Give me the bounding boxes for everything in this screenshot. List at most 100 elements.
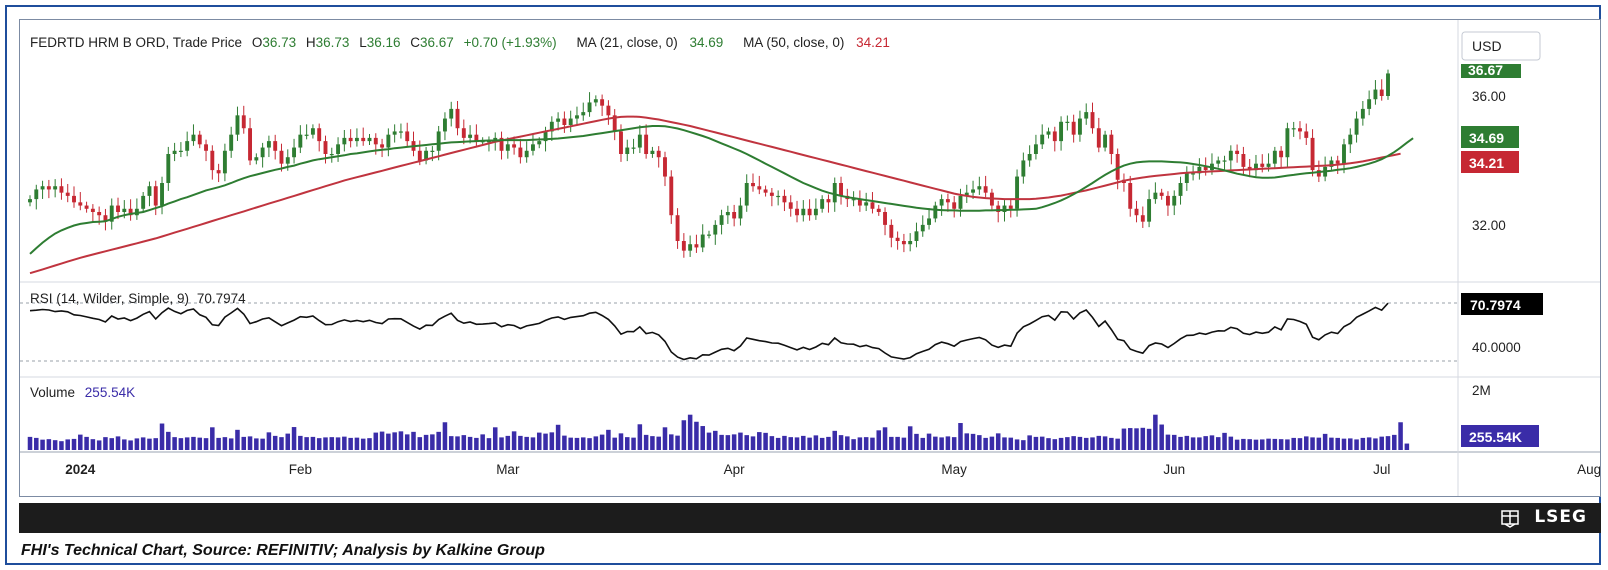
volume-bar: [549, 432, 555, 450]
volume-bar: [725, 435, 731, 450]
candle-body: [1304, 131, 1309, 138]
candle-body: [669, 176, 674, 216]
time-tick-label: Feb: [289, 462, 312, 477]
candle-body: [197, 134, 202, 145]
candle-body: [449, 108, 454, 119]
volume-bar: [486, 438, 492, 450]
volume-bar: [643, 434, 649, 450]
volume-bar: [285, 433, 291, 450]
volume-bar: [1046, 438, 1051, 450]
volume-bar: [618, 433, 624, 450]
volume-bar: [1090, 437, 1095, 450]
volume-bar: [1058, 437, 1064, 450]
candle-body: [1342, 144, 1346, 164]
candle-body: [531, 144, 535, 151]
candle-body: [688, 244, 693, 251]
candle-body: [1008, 205, 1013, 209]
volume-bar: [1259, 439, 1265, 450]
volume-bar: [474, 437, 479, 450]
ma21-legend-value: 34.69: [690, 35, 724, 50]
lseg-crest-icon: [1501, 510, 1519, 528]
currency-selector[interactable]: USD: [1461, 31, 1541, 61]
volume-bar: [404, 434, 410, 450]
volume-bar: [354, 437, 360, 450]
candle-body: [254, 157, 259, 161]
volume-bar: [1360, 437, 1366, 450]
volume-bar: [1134, 428, 1139, 450]
candle-body: [1298, 128, 1302, 132]
volume-bar: [750, 436, 756, 450]
volume-bar: [178, 438, 184, 450]
volume-bar: [1272, 438, 1278, 450]
candle-body: [958, 195, 963, 209]
volume-bar: [813, 435, 819, 450]
candle-body: [1040, 134, 1045, 145]
volume-bar: [216, 437, 221, 450]
volume-bar: [838, 435, 844, 450]
candle-body: [386, 134, 391, 148]
volume-bar: [166, 431, 171, 450]
price-tick-label: 32.00: [1472, 218, 1506, 233]
ma50-legend-label: MA (50, close, 0): [743, 35, 844, 50]
volume-bar: [669, 434, 674, 450]
volume-bar: [1234, 439, 1240, 450]
volume-legend-value: 255.54K: [85, 385, 135, 400]
candle-body: [983, 186, 988, 193]
volume-bar: [436, 431, 441, 450]
candle-body: [1002, 205, 1007, 212]
volume-bar: [335, 437, 341, 450]
candle-body: [1077, 118, 1082, 135]
volume-bar: [989, 436, 995, 450]
ma50-legend-value: 34.21: [856, 35, 890, 50]
candle-body: [901, 241, 906, 245]
candle-body: [417, 150, 422, 161]
candle-body: [788, 202, 793, 209]
volume-bar: [562, 435, 567, 450]
candle-body: [34, 189, 39, 200]
candle-body: [1071, 121, 1076, 135]
volume-bar: [1322, 433, 1328, 450]
candle-body: [1354, 118, 1359, 135]
volume-bar: [857, 437, 863, 450]
candle-body: [952, 202, 957, 209]
candle-body: [84, 205, 89, 209]
volume-bar: [983, 437, 988, 450]
candle-body: [90, 208, 95, 212]
candle-body: [524, 150, 529, 158]
volume-bar: [1121, 428, 1127, 450]
candle-body: [1191, 173, 1196, 175]
volume-bar: [926, 433, 932, 450]
volume-bar: [1153, 414, 1158, 450]
volume-bar: [995, 433, 1001, 450]
volume-bar: [1354, 439, 1359, 450]
volume-bar: [794, 437, 800, 450]
candle-body: [279, 150, 284, 164]
instrument-title: FEDRTD HRM B ORD, Trade Price: [30, 35, 242, 50]
candle-body: [663, 157, 667, 177]
volume-bar: [637, 424, 643, 450]
candle-body: [1103, 134, 1108, 148]
candle-body: [141, 195, 146, 209]
candle-body: [920, 224, 925, 232]
volume-bar: [1039, 436, 1045, 450]
candle-body: [310, 128, 315, 135]
candle-body: [1096, 128, 1101, 148]
candle-body: [266, 141, 271, 148]
volume-bar: [757, 432, 762, 450]
volume-legend: Volume 255.54K: [30, 385, 135, 400]
volume-bar: [40, 439, 45, 450]
candle-body: [430, 150, 435, 152]
candle-body: [128, 208, 133, 216]
volume-bar: [876, 430, 882, 450]
candle-body: [442, 118, 447, 132]
candle-body: [367, 137, 372, 142]
candle-body: [656, 150, 661, 158]
volume-bar: [122, 439, 127, 450]
low-label: L: [359, 35, 367, 50]
volume-bar: [266, 432, 272, 450]
lseg-logo: LSEG: [1534, 507, 1587, 527]
candle-body: [273, 141, 278, 151]
candle-body: [1379, 89, 1384, 96]
candle-body: [883, 212, 887, 225]
candle-body: [1178, 183, 1183, 196]
